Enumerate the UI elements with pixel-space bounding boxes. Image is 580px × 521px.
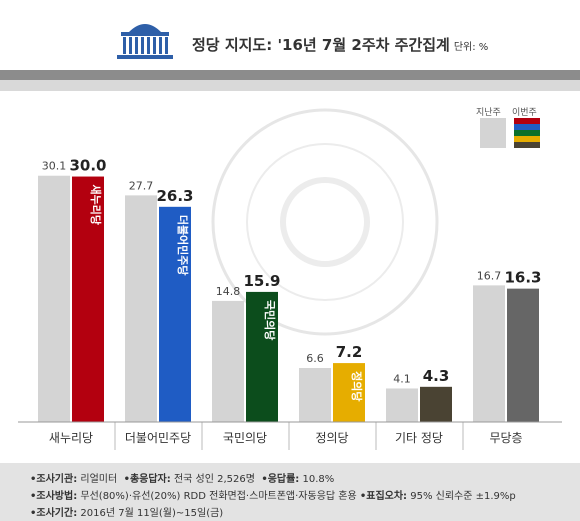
bar-curr-0 — [72, 176, 104, 422]
survey-org-key: •조사기관: — [30, 474, 78, 485]
footer-row-2: •조사방법: 무선(80%)·유선(20%) RDD 전화면접·스마트폰앱·자동… — [30, 487, 516, 502]
value-label-prev-4: 4.1 — [393, 372, 411, 385]
legend-swatch-4 — [514, 136, 540, 142]
category-label-4: 기타 정당 — [395, 431, 443, 445]
respondents-key: •총응답자: — [123, 474, 171, 485]
sampling-error-key: •표집오차: — [359, 491, 408, 502]
national-assembly-icon — [117, 24, 173, 59]
party-logo-text-3: 정의당 — [350, 371, 364, 401]
party-logo-text-0: 새누리당 — [89, 185, 103, 225]
category-label-0: 새누리당 — [49, 431, 93, 445]
header-divider-dark — [0, 70, 580, 80]
method-value: 무선(80%)·유선(20%) RDD 전화면접·스마트폰앱·자동응답 혼용 — [80, 491, 357, 502]
footer-row-1: •조사기관: 리얼미터 •총응답자: 전국 성인 2,526명 •응답률: 10… — [30, 470, 334, 485]
period-key: •조사기간: — [30, 508, 78, 519]
legend-swatch-2 — [514, 124, 540, 130]
survey-info-footer: •조사기관: 리얼미터 •총응답자: 전국 성인 2,526명 •응답률: 10… — [0, 463, 580, 521]
value-label-prev-3: 6.6 — [306, 352, 324, 365]
response-rate-value: 10.8% — [302, 474, 335, 485]
response-rate-key: •응답률: — [261, 474, 300, 485]
unit-label: 단위: % — [453, 42, 489, 53]
category-label-1: 더불어민주당 — [125, 431, 191, 445]
value-label-curr-3: 7.2 — [336, 343, 363, 361]
bar-chart: 30.1 30.0새누리당새누리당27.726.3더불어민주당더불어민주당14.8… — [18, 157, 562, 450]
bar-curr-3 — [333, 363, 365, 422]
value-label-curr-5: 16.3 — [504, 269, 541, 287]
chart-title: 정당 지지도: '16년 7월 2주차 주간집계 단위: % — [192, 36, 489, 54]
legend-swatch-1 — [514, 118, 540, 124]
category-label-2: 국민의당 — [223, 431, 267, 445]
legend-swatch-3 — [514, 130, 540, 136]
bar-curr-4 — [420, 386, 452, 422]
legend-curr-label: 이번주 — [512, 108, 537, 118]
legend-prev-swatch — [480, 118, 506, 148]
value-label-curr-4: 4.3 — [423, 367, 450, 385]
party-logo-text-1: 더불어민주당 — [176, 215, 190, 276]
legend-curr-swatch — [514, 118, 540, 148]
value-label-curr-2: 15.9 — [243, 272, 280, 290]
footer-row-3: •조사기간: 2016년 7월 11일(월)~15일(금) — [30, 504, 223, 519]
party-logo-text-2: 국민의당 — [263, 300, 277, 340]
survey-org-value: 리얼미터 — [80, 474, 118, 485]
header-divider-light — [0, 80, 580, 91]
sampling-error-value: 95% 신뢰수준 ±1.9%p — [410, 491, 516, 502]
value-label-curr-1: 26.3 — [156, 187, 193, 205]
bar-curr-5 — [507, 288, 539, 422]
bar-curr-2 — [246, 291, 278, 422]
value-label-curr-0: 30.0 — [69, 157, 106, 175]
period-value: 2016년 7월 11일(월)~15일(금) — [80, 508, 224, 519]
bar-prev-2 — [212, 300, 244, 422]
legend-prev-label: 지난주 — [476, 108, 501, 118]
bar-prev-3 — [299, 368, 331, 422]
method-key: •조사방법: — [30, 491, 78, 502]
value-label-prev-5: 16.7 — [477, 269, 502, 282]
value-label-prev-0: 30.1 — [42, 160, 67, 173]
assembly-seal-watermark — [211, 108, 439, 336]
category-label-5: 무당층 — [489, 431, 522, 445]
bar-prev-0 — [38, 175, 70, 422]
respondents-value: 전국 성인 2,526명 — [173, 474, 255, 485]
bar-prev-1 — [125, 195, 157, 422]
bar-curr-1 — [159, 206, 191, 422]
value-label-prev-2: 14.8 — [216, 285, 241, 298]
bar-prev-5 — [473, 285, 505, 422]
legend-swatch-5 — [514, 142, 540, 148]
value-label-prev-1: 27.7 — [129, 179, 154, 192]
category-label-3: 정의당 — [315, 431, 348, 445]
header: 정당 지지도: '16년 7월 2주차 주간집계 단위: % — [0, 0, 580, 70]
bar-prev-4 — [386, 388, 418, 422]
